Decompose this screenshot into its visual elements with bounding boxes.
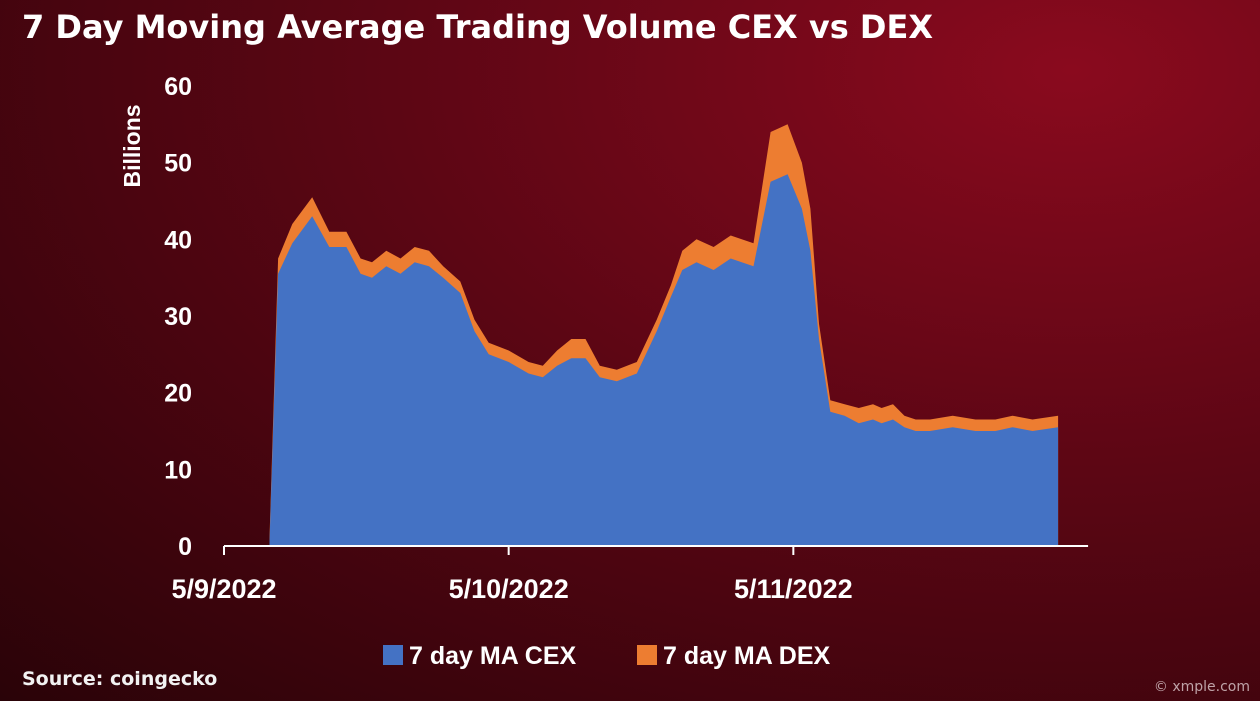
watermark: © xmple.com bbox=[1153, 679, 1250, 695]
x-tick-label: 5/10/2022 bbox=[449, 574, 569, 604]
series-area-7-day-ma-cex bbox=[269, 174, 1059, 546]
y-tick-label: 50 bbox=[164, 150, 192, 178]
axes: 0 10 20 30 40 50 60 Billions 5/9/2022 5/10/2022 5/… bbox=[119, 73, 1089, 604]
y-tick-label: 40 bbox=[164, 226, 192, 254]
legend: 7 day MA CEX 7 day MA DEX bbox=[383, 642, 831, 670]
y-tick-label: 60 bbox=[164, 73, 192, 101]
chart-title: 7 Day Moving Average Trading Volume CEX … bbox=[22, 8, 933, 46]
y-tick-label: 20 bbox=[164, 380, 192, 408]
x-tick-label: 5/9/2022 bbox=[171, 574, 276, 604]
y-tick-label: 10 bbox=[164, 456, 192, 484]
x-tick-label: 5/11/2022 bbox=[734, 574, 853, 604]
legend-label: 7 day MA CEX bbox=[409, 642, 577, 670]
source-note: Source: coingecko bbox=[22, 668, 218, 690]
plot-area bbox=[269, 124, 1059, 547]
legend-swatch bbox=[637, 645, 657, 665]
legend-label: 7 day MA DEX bbox=[663, 642, 831, 670]
y-tick-label: 0 bbox=[178, 533, 192, 561]
y-axis-label: Billions bbox=[119, 104, 145, 187]
legend-swatch bbox=[383, 645, 403, 665]
y-tick-label: 30 bbox=[164, 303, 192, 331]
